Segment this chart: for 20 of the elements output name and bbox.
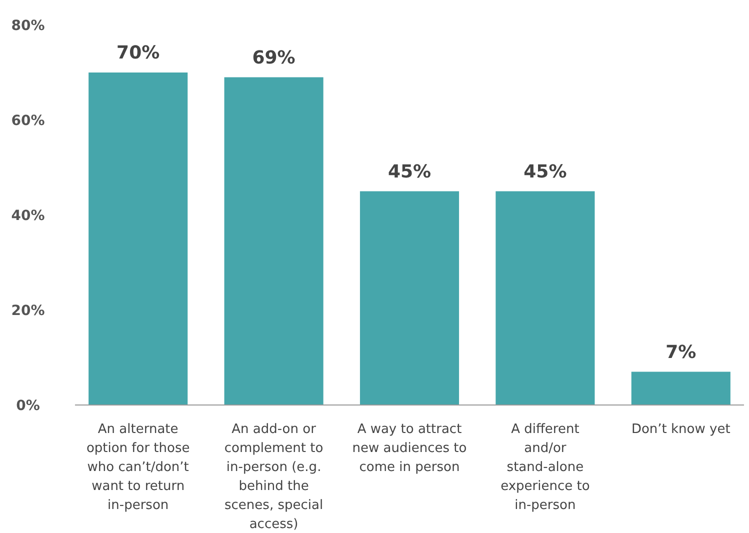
data-label: 45% — [524, 161, 567, 182]
bar — [631, 372, 730, 405]
bar — [88, 72, 188, 405]
y-tick-label: 20% — [11, 302, 45, 319]
x-tick-label: Don’t know yet — [631, 422, 730, 437]
data-label: 45% — [388, 161, 432, 182]
x-tick-label: An add-on or complement to in-person (e.g. behind the scenes, special access) — [224, 422, 324, 532]
bar — [360, 191, 460, 405]
bar — [496, 191, 595, 405]
data-label: 69% — [252, 47, 296, 68]
y-tick-label: 80% — [11, 18, 45, 34]
y-tick-label: 40% — [11, 208, 45, 224]
y-tick-label: 0% — [16, 398, 40, 414]
data-label: 7% — [666, 342, 696, 363]
x-tick-label: A way to attract new audiences to come in person — [352, 422, 467, 475]
data-label: 70% — [116, 42, 160, 64]
bar — [224, 77, 324, 405]
x-tick-label: An alternate option for those who can’t/don’t want to return in-person — [86, 422, 190, 513]
x-tick-label: A different and/or stand-alone experience to in-person — [500, 422, 590, 513]
y-tick-label: 60% — [11, 112, 45, 129]
